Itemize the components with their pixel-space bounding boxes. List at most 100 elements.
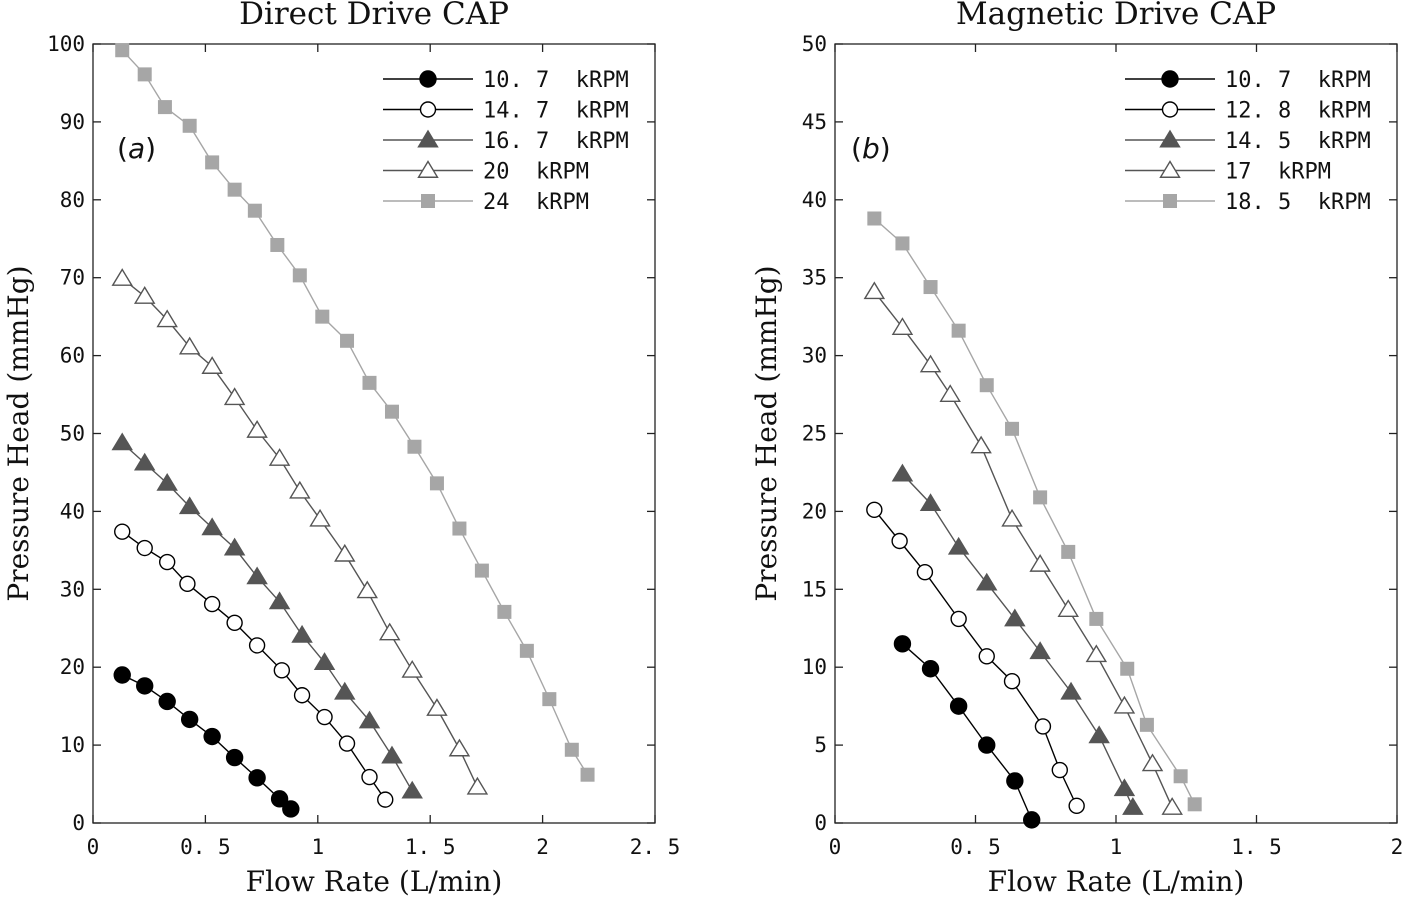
data-point <box>158 553 176 571</box>
chart-title: Direct Drive CAP <box>239 0 509 32</box>
data-point <box>178 496 201 515</box>
series-line <box>121 442 413 792</box>
data-point <box>1004 608 1026 627</box>
data-point <box>564 742 579 757</box>
data-point <box>111 268 133 286</box>
data-point <box>923 280 938 295</box>
data-point <box>133 452 156 471</box>
y-tick-label: 40 <box>802 188 827 212</box>
data-point <box>1139 717 1154 732</box>
series-0 <box>893 635 1041 829</box>
y-tick-label: 20 <box>60 655 85 679</box>
y-tick-label: 15 <box>802 577 827 601</box>
legend-label: 24 kRPM <box>483 190 589 215</box>
data-point <box>916 563 934 581</box>
y-tick-label: 90 <box>60 110 85 134</box>
series-2 <box>111 432 423 799</box>
data-point <box>136 677 154 695</box>
data-point <box>246 566 268 585</box>
data-point <box>429 476 444 491</box>
data-point <box>1141 753 1164 772</box>
data-point <box>863 281 886 300</box>
data-point <box>891 463 914 482</box>
x-tick-label: 1 <box>1110 835 1123 859</box>
data-point <box>1122 797 1144 815</box>
data-point <box>978 736 996 754</box>
x-tick-label: 0. 5 <box>950 835 1001 859</box>
data-point <box>893 635 912 653</box>
data-point <box>891 532 908 550</box>
series-0 <box>113 666 300 818</box>
data-point <box>362 375 377 390</box>
data-point <box>205 155 220 170</box>
x-tick-label: 0 <box>87 835 100 859</box>
data-point <box>270 790 289 808</box>
data-point <box>939 384 961 402</box>
data-point <box>497 604 512 619</box>
data-point <box>156 309 178 328</box>
data-point <box>1088 725 1110 744</box>
data-point <box>158 692 176 711</box>
data-point <box>133 286 156 304</box>
panel-label: (a) <box>117 132 156 165</box>
data-point <box>401 659 423 678</box>
legend-label: 20 kRPM <box>483 160 589 185</box>
y-tick-label: 30 <box>60 577 85 601</box>
legend-label: 14. 7 kRPM <box>483 99 629 124</box>
legend: 10. 7 kRPM 14. 7 kRPM 16. 7 kRPM 20 kRPM 24 … <box>383 68 629 215</box>
data-point <box>270 237 285 252</box>
x-tick-label: 1 <box>311 835 324 859</box>
data-point <box>867 211 882 226</box>
legend: 10. 7 kRPM 12. 8 kRPM 14. 5 kRPM 17 kRPM 18.… <box>1125 68 1371 215</box>
data-point <box>334 681 356 700</box>
x-tick-label: 2 <box>1391 835 1403 859</box>
data-point <box>519 643 534 658</box>
y-axis-label: Pressure Head (mmHg) <box>750 265 783 601</box>
data-point <box>1001 508 1023 527</box>
data-point <box>246 420 268 438</box>
data-point <box>1089 611 1104 626</box>
legend-label: 16. 7 kRPM <box>483 129 629 154</box>
series-line <box>121 277 479 788</box>
data-point <box>309 508 331 527</box>
legend-label: 10. 7 kRPM <box>1225 68 1371 93</box>
data-point <box>426 698 448 716</box>
y-tick-label: 30 <box>802 344 827 368</box>
data-point <box>401 780 423 799</box>
legend-marker <box>1161 70 1179 88</box>
data-point <box>201 356 223 374</box>
series-4 <box>867 211 1202 812</box>
data-point <box>201 517 223 536</box>
y-tick-label: 0 <box>814 811 827 835</box>
data-point <box>1034 718 1052 735</box>
data-point <box>356 580 378 599</box>
data-point <box>1029 641 1051 660</box>
data-point <box>381 745 403 764</box>
data-point <box>919 493 942 512</box>
y-tick-label: 35 <box>802 266 827 290</box>
x-tick-label: 0 <box>829 835 842 859</box>
legend-marker <box>417 129 439 148</box>
data-point <box>223 537 246 556</box>
data-point <box>377 791 394 808</box>
data-point <box>113 666 131 684</box>
data-point <box>580 767 595 782</box>
legend-label: 12. 8 kRPM <box>1225 99 1371 124</box>
legend-label: 17 kRPM <box>1225 160 1331 185</box>
y-tick-label: 70 <box>60 266 85 290</box>
data-point <box>1161 797 1183 815</box>
data-point <box>407 439 422 454</box>
data-point <box>289 480 311 499</box>
data-point <box>273 662 291 679</box>
series-2 <box>891 463 1144 815</box>
data-point <box>1057 599 1079 618</box>
data-point <box>384 404 399 419</box>
data-point <box>1068 797 1085 815</box>
y-axis-label: Pressure Head (mmHg) <box>2 265 35 601</box>
data-point <box>157 100 172 115</box>
legend-marker <box>417 160 439 178</box>
y-tick-label: 60 <box>60 344 85 368</box>
series-3 <box>111 268 489 795</box>
